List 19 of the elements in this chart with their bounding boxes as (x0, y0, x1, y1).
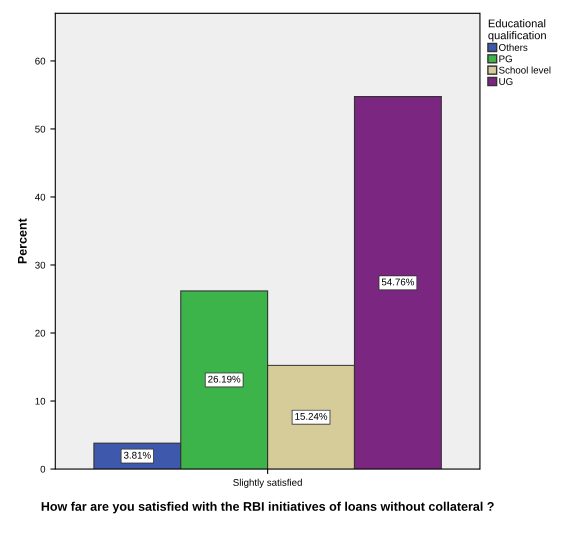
data-label: 54.76% (382, 278, 414, 286)
legend-label: UG (499, 78, 512, 85)
y-tick-label: 40 (34, 194, 46, 201)
y-tick-label: 20 (35, 330, 46, 337)
y-tick-label: 0 (40, 466, 46, 473)
legend-title: Educational qualification (488, 19, 546, 42)
y-axis-title: Percent (18, 218, 27, 264)
y-tick-label: 50 (35, 126, 46, 133)
y-tick-label: 60 (35, 58, 46, 65)
legend-label: Others (499, 44, 528, 51)
legend-label: School level (499, 66, 550, 74)
x-axis-title: How far are you satisfied with the RBI initiatives of loans without collateral ? (42, 502, 494, 514)
y-tick-label: 10 (35, 398, 46, 405)
data-label: 15.24% (295, 412, 328, 420)
legend-label: PG (499, 55, 512, 62)
data-label: 26.19% (208, 376, 240, 383)
x-tick-label: Slightly satisfied (233, 478, 302, 488)
data-label: 3.81% (124, 452, 151, 459)
y-tick-label: 30 (35, 262, 46, 269)
